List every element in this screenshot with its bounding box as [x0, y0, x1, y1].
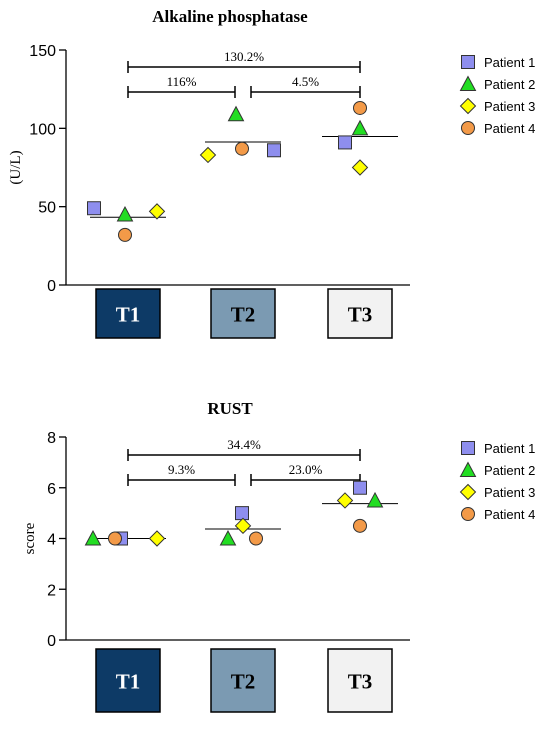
bracket-label: 23.0% — [289, 462, 323, 477]
category-box-t3 — [327, 648, 393, 713]
category-box-t1 — [95, 648, 161, 713]
chart-title: Alkaline phosphatase — [152, 7, 308, 26]
data-point-diamond — [148, 203, 166, 220]
bracket-label: 9.3% — [168, 462, 195, 477]
data-point-square — [267, 143, 281, 158]
data-point-triangle — [351, 119, 369, 136]
data-point-diamond — [351, 159, 369, 176]
chart-panel-1: Alkaline phosphatase (U/L) 0 50 100 150 T1 T2 T3… — [8, 7, 535, 339]
legend-marker-diamond — [459, 97, 477, 115]
chart-panel-2: RUST score 0 2 4 6 8 T1 T2 T3 34.4% 9.3% 23.0% Patien… — [22, 399, 535, 713]
data-point-triangle — [116, 205, 134, 222]
data-point-square — [338, 135, 352, 150]
data-point-circle — [353, 100, 367, 115]
chart-title: RUST — [207, 399, 253, 418]
category-label-t1: T1 — [116, 670, 141, 694]
legend-marker-circle — [461, 121, 475, 135]
data-point-triangle — [366, 491, 384, 508]
category-label-t2: T2 — [231, 670, 256, 694]
legend-label: Patient 3 — [484, 485, 535, 500]
y-tick-label: 0 — [47, 633, 56, 650]
y-tick-label: 150 — [29, 43, 56, 60]
legend-marker-square — [461, 55, 475, 69]
data-point-triangle — [219, 529, 237, 546]
category-box-t3 — [327, 288, 393, 339]
bracket-label: 130.2% — [224, 49, 264, 64]
y-tick-label: 100 — [29, 121, 56, 138]
data-point-triangle — [227, 105, 245, 122]
category-box-t1 — [95, 288, 161, 339]
legend-label: Patient 4 — [484, 121, 535, 136]
legend-marker-circle — [461, 507, 475, 521]
legend-label: Patient 1 — [484, 441, 535, 456]
y-axis-label: score — [22, 522, 38, 554]
data-point-circle — [108, 531, 122, 546]
category-label-t3: T3 — [348, 670, 373, 694]
data-point-diamond — [199, 146, 217, 164]
bracket-label: 34.4% — [227, 437, 261, 452]
category-label-t3: T3 — [348, 303, 373, 327]
data-point-square — [235, 506, 249, 521]
y-tick-label: 6 — [47, 481, 56, 498]
data-point-square — [353, 480, 367, 495]
y-tick-label: 4 — [47, 532, 56, 549]
legend-label: Patient 3 — [484, 99, 535, 114]
y-tick-label: 0 — [47, 278, 56, 295]
category-box-t2 — [210, 648, 276, 713]
bracket-label: 116% — [167, 74, 197, 89]
legend-marker-square — [461, 441, 475, 455]
data-point-circle — [353, 518, 367, 533]
data-point-diamond — [234, 517, 252, 535]
y-tick-label: 2 — [47, 582, 56, 599]
y-tick-label: 50 — [38, 200, 56, 217]
y-axis-label: (U/L) — [8, 150, 24, 184]
legend-marker-diamond — [459, 483, 477, 501]
legend-marker-triangle — [459, 461, 477, 477]
data-point-diamond — [336, 492, 354, 509]
legend-label: Patient 2 — [484, 77, 535, 92]
data-point-square — [87, 201, 101, 216]
data-point-circle — [249, 531, 263, 546]
y-tick-label: 8 — [47, 430, 56, 447]
category-box-t2 — [210, 288, 276, 339]
data-point-circle — [235, 141, 249, 156]
legend-label: Patient 4 — [484, 507, 535, 522]
data-point-diamond — [148, 530, 166, 547]
data-point-triangle — [84, 529, 102, 546]
category-label-t1: T1 — [116, 303, 141, 327]
data-point-circle — [118, 227, 132, 242]
legend-label: Patient 1 — [484, 55, 535, 70]
legend-label: Patient 2 — [484, 463, 535, 478]
category-label-t2: T2 — [231, 303, 256, 327]
bracket-label: 4.5% — [292, 74, 319, 89]
legend-marker-triangle — [459, 75, 477, 91]
